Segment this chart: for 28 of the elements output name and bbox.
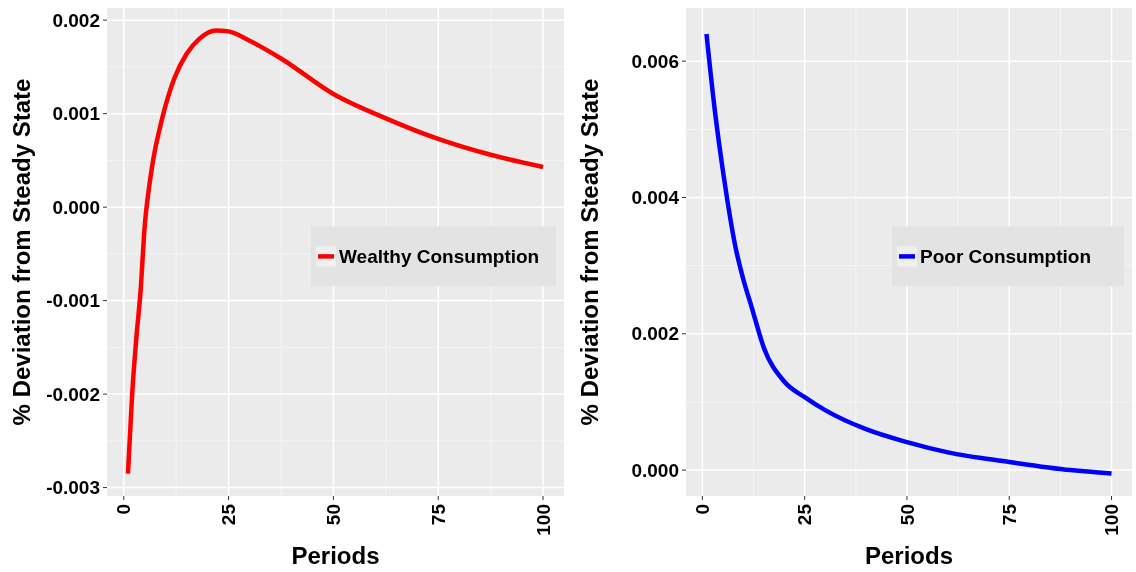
x-tick-label: 25: [794, 503, 816, 526]
y-tick-label: 0.006: [631, 50, 679, 72]
line-series: [125, 28, 546, 476]
x-tick-label: 50: [323, 504, 345, 526]
legend-label: Wealthy Consumption: [339, 246, 540, 268]
x-tick-label: 50: [896, 504, 918, 526]
x-axis-title: Periods: [291, 542, 380, 569]
legend-label: Poor Consumption: [920, 246, 1091, 268]
x-tick-label: 75: [427, 503, 449, 526]
y-axis-title: % Deviation from Steady State: [576, 78, 603, 426]
y-axis-title: % Deviation from Steady State: [8, 78, 35, 426]
y-tick-label: -0.001: [46, 290, 101, 312]
x-tick-label: 100: [1101, 504, 1123, 536]
x-tick-label: 0: [113, 504, 135, 515]
x-tick-label: 75: [998, 503, 1020, 526]
x-tick-label: 0: [692, 504, 714, 515]
y-tick-label: 0.000: [631, 459, 679, 481]
y-tick-label: -0.002: [46, 383, 100, 405]
y-tick-label: 0.001: [52, 103, 101, 125]
y-tick-label: 0.002: [52, 9, 100, 31]
line-series: [704, 31, 1114, 476]
y-tick-label: 0.004: [631, 187, 680, 209]
x-axis-title: Periods: [864, 542, 954, 569]
y-tick-label: 0.000: [52, 196, 100, 218]
y-tick-label: -0.003: [46, 477, 100, 499]
x-tick-label: 25: [218, 503, 240, 526]
x-tick-label: 100: [532, 504, 554, 536]
y-tick-label: 0.002: [631, 323, 679, 345]
